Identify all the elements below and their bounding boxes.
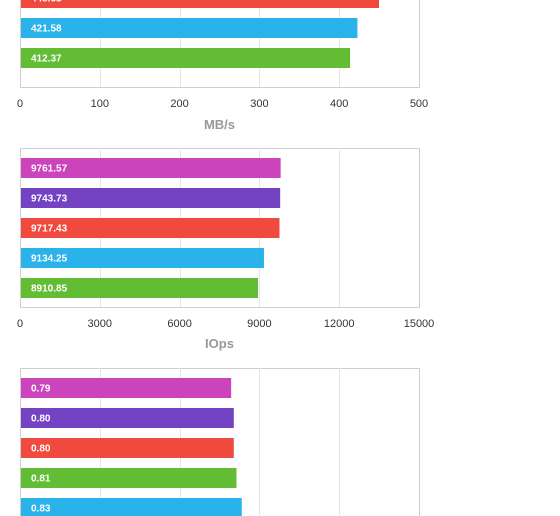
bar-value-label: 0.80 — [31, 444, 51, 455]
x-tick-label: 15000 — [404, 318, 435, 330]
plot-area — [20, 0, 420, 88]
bar — [21, 188, 281, 208]
bar — [21, 468, 237, 488]
x-tick-label: 300 — [250, 98, 268, 110]
x-tick-label: 0 — [17, 318, 23, 330]
bar-value-label: 9761.57 — [31, 164, 68, 175]
x-tick-label: 0 — [17, 98, 23, 110]
bar-value-label: 412.37 — [31, 54, 62, 65]
bar — [21, 278, 259, 298]
x-axis-title: IOps — [205, 336, 234, 351]
x-tick-label: 3000 — [88, 318, 112, 330]
x-tick-label: 6000 — [167, 318, 191, 330]
bar — [21, 408, 234, 428]
bar-value-label: 0.79 — [31, 384, 51, 395]
bar — [21, 498, 242, 516]
bar — [21, 48, 351, 68]
x-tick-label: 200 — [170, 98, 188, 110]
x-tick-label: 9000 — [247, 318, 271, 330]
bar — [21, 158, 281, 178]
bar — [21, 438, 234, 458]
bar — [21, 378, 232, 398]
bar-value-label: 0.83 — [31, 504, 51, 515]
chart-panel-2: 9761.57 9743.73 9717.43 9134.25 8910.85 0 3000… — [17, 148, 434, 351]
bar-value-label: 9717.43 — [31, 224, 68, 235]
bar-value-label: 9134.25 — [31, 254, 68, 265]
bar-value-label: 421.58 — [31, 24, 62, 35]
bar — [21, 218, 280, 238]
bar-value-label: 8910.85 — [31, 284, 68, 295]
x-tick-label: 500 — [410, 98, 428, 110]
bar — [21, 18, 358, 38]
chart-panel-3: 0.79 0.80 0.80 0.81 0.83 — [20, 368, 420, 516]
x-tick-label: 100 — [91, 98, 109, 110]
bar — [21, 0, 380, 8]
bar-value-label: 0.81 — [31, 474, 51, 485]
x-axis-title: MB/s — [204, 117, 235, 132]
chart-panel-1: 448.63 421.58 412.37 0 100 200 300 400 500 MB/s — [17, 0, 428, 132]
bar — [21, 248, 264, 268]
bar-value-label: 9743.73 — [31, 194, 68, 205]
bar-value-label: 0.80 — [31, 414, 51, 425]
x-tick-label: 400 — [330, 98, 348, 110]
bar-value-label: 448.63 — [31, 0, 62, 5]
x-tick-label: 12000 — [324, 318, 355, 330]
